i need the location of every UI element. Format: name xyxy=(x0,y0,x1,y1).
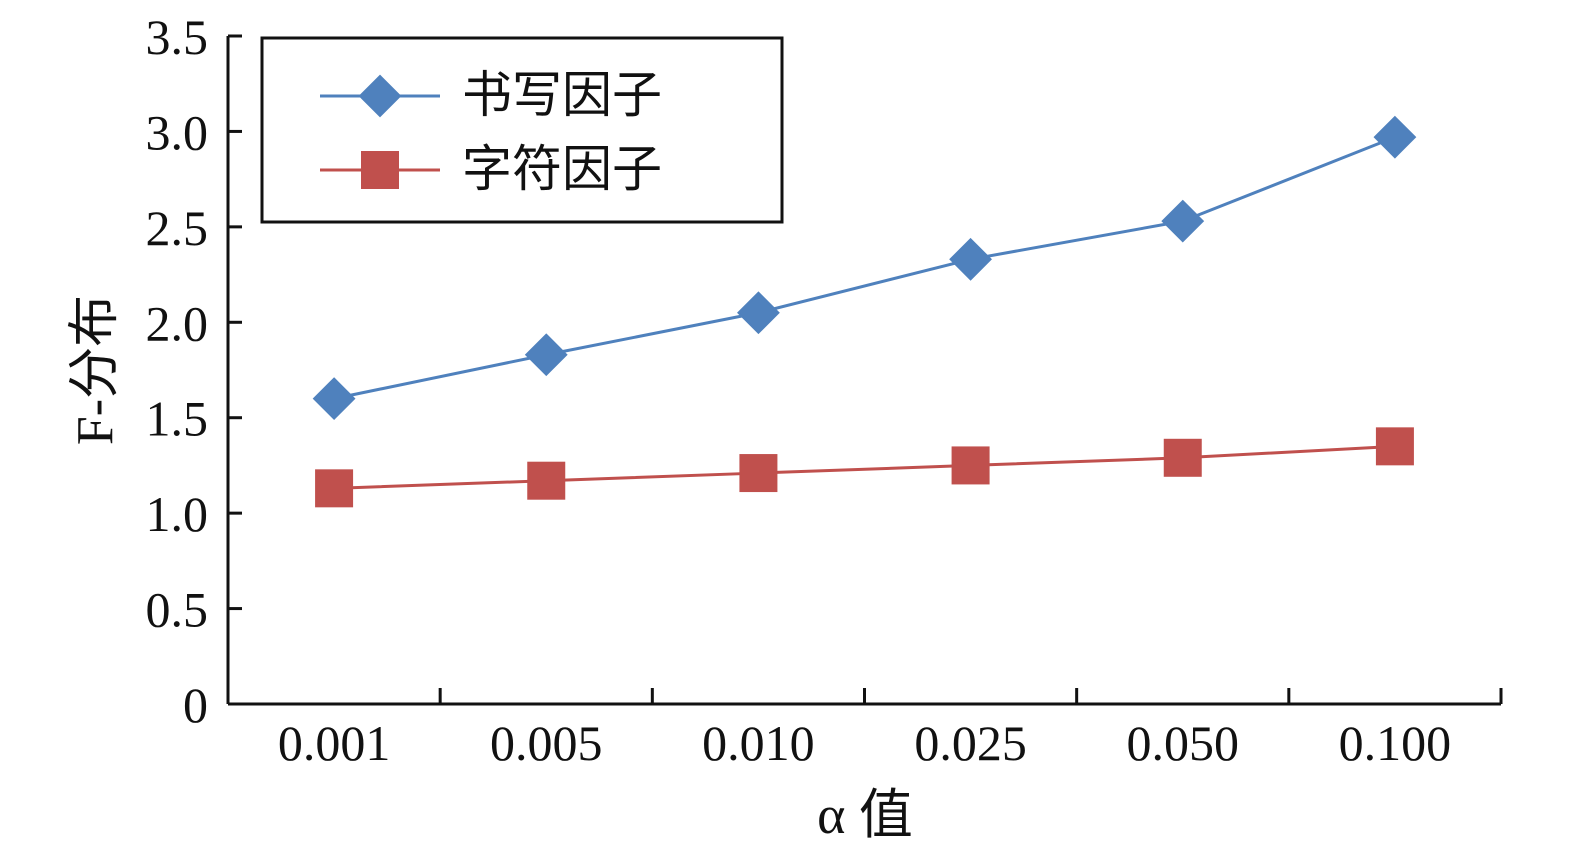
legend-character-label: 字符因子 xyxy=(462,140,662,198)
series-line-1 xyxy=(334,444,1395,490)
series-0-marker-0 xyxy=(312,377,356,421)
y-tick-label: 0 xyxy=(183,677,208,733)
series-0-marker-1 xyxy=(524,333,568,377)
x-axis-label: α 值 xyxy=(817,785,913,845)
x-tick-label: 0.050 xyxy=(1127,715,1240,771)
y-tick-label: 1.0 xyxy=(146,486,209,542)
legend-box xyxy=(260,36,784,224)
series-0-marker-5 xyxy=(1373,115,1417,159)
y-tick-label: 2.0 xyxy=(146,295,209,351)
series-1-marker-3 xyxy=(951,446,990,485)
series-1-marker-5 xyxy=(1375,427,1414,466)
legend-character-square-icon xyxy=(361,151,399,189)
y-axis-label: F-分布 xyxy=(67,295,124,445)
x-tick-label: 0.001 xyxy=(278,715,391,771)
y-tick-label: 1.5 xyxy=(146,391,209,447)
legend-writing-diamond-icon xyxy=(358,74,402,118)
y-tick-label: 2.5 xyxy=(146,200,209,256)
series-0-marker-2 xyxy=(737,291,780,335)
legend-writing-label: 书写因子 xyxy=(462,66,662,124)
series-0-marker-3 xyxy=(949,237,992,281)
y-tick-label: 0.5 xyxy=(146,582,209,638)
x-tick-label: 0.100 xyxy=(1339,715,1452,771)
y-tick-label: 3.0 xyxy=(146,104,209,160)
x-tick-label: 0.025 xyxy=(914,715,1027,771)
series-1-marker-0 xyxy=(315,469,354,508)
x-tick-label: 0.010 xyxy=(702,715,815,771)
series-1-marker-1 xyxy=(527,461,566,500)
x-tick-label: 0.005 xyxy=(490,715,603,771)
legend: 书写因子 字符因子 xyxy=(260,36,784,224)
axes: 0 0.5 1.0 1.5 2.0 2.5 3.0 3.5 0.001 0.005 0.010 0.0… xyxy=(146,9,1503,771)
series-layer xyxy=(312,115,1417,508)
series-0-marker-4 xyxy=(1161,199,1205,243)
series-1-marker-2 xyxy=(739,454,778,493)
y-tick-label: 3.5 xyxy=(146,9,209,65)
series-line-0 xyxy=(333,135,1396,401)
series-1-marker-4 xyxy=(1163,438,1202,477)
